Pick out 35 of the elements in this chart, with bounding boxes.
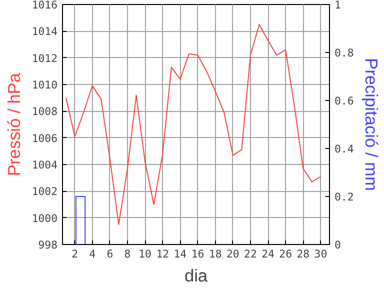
- y-tick-label: 1016: [32, 0, 58, 12]
- y-tick-label: 1004: [32, 158, 58, 172]
- y-tick-label: 1000: [32, 212, 58, 225]
- x-tick-label: 30: [314, 248, 328, 260]
- y-axis-title: Pressió / hPa: [4, 72, 24, 176]
- x-tick-label: 16: [191, 248, 204, 260]
- y2-tick-label: 0.2: [334, 190, 354, 204]
- y-tick-label: 1014: [32, 25, 58, 38]
- x-tick-label: 6: [106, 248, 114, 260]
- x-tick-label: 22: [244, 248, 257, 260]
- x-tick-label: 14: [174, 248, 187, 260]
- x-tick-label: 26: [279, 248, 292, 260]
- y-tick-label: 1012: [32, 52, 58, 65]
- y2-axis-title: Precipitació / mm: [362, 58, 382, 191]
- x-tick-label: 2: [72, 248, 78, 260]
- y2-tick-label: 0.4: [334, 142, 354, 156]
- y2-tick-label: 0.6: [334, 94, 354, 108]
- x-tick-label: 18: [208, 248, 222, 260]
- x-tick-label: 4: [89, 248, 96, 260]
- x-tick-label: 20: [226, 248, 240, 260]
- y-tick-label: 1010: [32, 78, 58, 92]
- x-tick-label: 24: [262, 248, 274, 260]
- line-series: [66, 24, 322, 225]
- x-tick-label: 12: [156, 248, 170, 260]
- y2-tick-label: 0: [334, 238, 341, 252]
- x-tick-label: 8: [124, 248, 131, 260]
- y2-tick-label: 0.8: [334, 46, 354, 60]
- x-tick-label: 28: [296, 248, 310, 260]
- y2-tick-label: 1: [334, 0, 341, 12]
- y-tick-label: 1002: [32, 185, 58, 198]
- x-axis-title: dia: [184, 266, 208, 286]
- y-tick-label: 1008: [32, 105, 58, 118]
- y-tick-label: 998: [38, 238, 58, 252]
- x-tick-label: 10: [138, 248, 152, 260]
- y-tick-label: 1006: [32, 132, 58, 145]
